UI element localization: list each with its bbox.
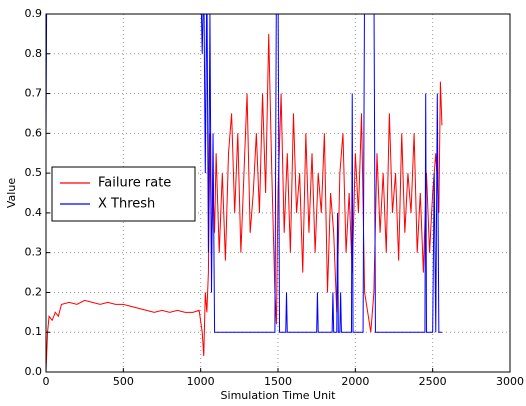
series-line <box>46 33 443 372</box>
x-tick-label: 2500 <box>419 375 447 388</box>
legend-label: Failure rate <box>98 176 171 191</box>
x-tick-label: 0 <box>43 375 50 388</box>
y-axis-label: Value <box>5 178 18 208</box>
y-tick-label: 0.3 <box>25 246 43 259</box>
y-tick-label: 0.1 <box>25 325 43 338</box>
x-tick-label: 3000 <box>496 375 524 388</box>
x-tick-label: 1500 <box>264 375 292 388</box>
legend-label: X Thresh <box>98 197 155 212</box>
y-tick-label: 0.0 <box>25 365 43 378</box>
x-tick-label: 1000 <box>187 375 215 388</box>
x-tick-label: 500 <box>113 375 134 388</box>
y-tick-label: 0.4 <box>25 206 43 219</box>
y-tick-label: 0.7 <box>25 87 43 100</box>
x-tick-label: 2000 <box>341 375 369 388</box>
series-line <box>46 14 442 333</box>
y-tick-label: 0.5 <box>25 166 43 179</box>
y-tick-label: 0.2 <box>25 285 43 298</box>
x-axis-label: Simulation Time Unit <box>221 389 337 402</box>
legend-box <box>51 166 196 222</box>
y-tick-label: 0.8 <box>25 47 43 60</box>
y-tick-label: 0.6 <box>25 126 43 139</box>
legend: Failure rate X Thresh <box>51 166 196 222</box>
plot-lines <box>46 14 443 372</box>
y-tick-label: 0.9 <box>25 7 43 20</box>
ticks: 0 500 1000 1500 2000 2500 3000 0.0 0.1 0.2 0.3 0.4 0… <box>25 7 525 388</box>
